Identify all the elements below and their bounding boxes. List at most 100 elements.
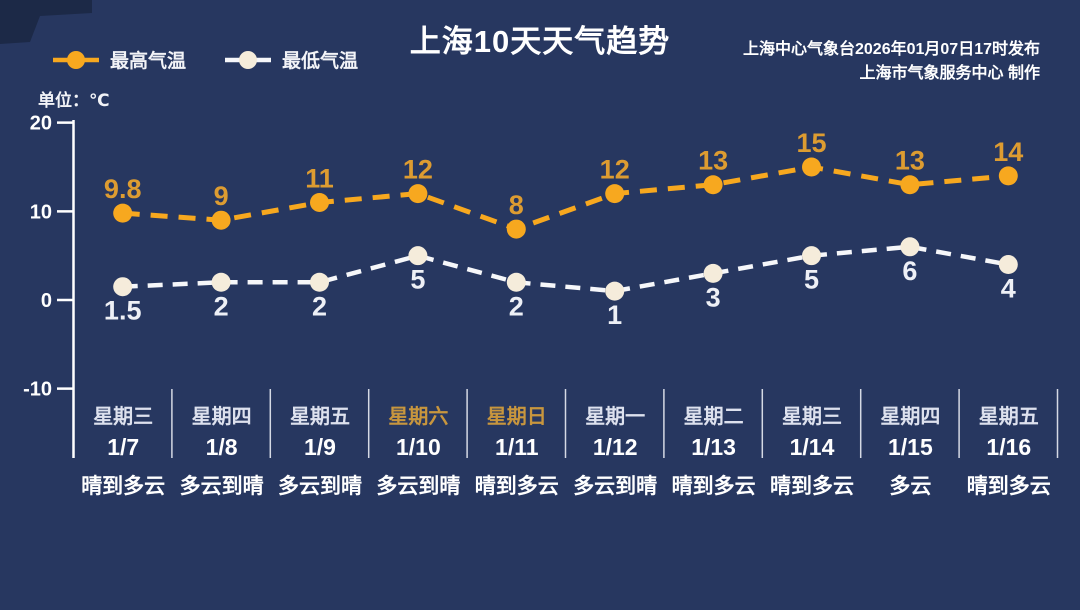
min-temp-point [113,277,133,297]
max-temp-point [506,219,526,239]
day-date: 1/14 [789,434,835,460]
min-temp-point [998,255,1018,275]
max-temp-value-label: 14 [993,137,1023,167]
min-temp-point [802,246,821,266]
min-temp-point [211,272,231,292]
day-weather: 晴到多云 [966,475,1051,498]
day-weather: 晴到多云 [474,475,559,498]
max-temp-marker-icon [53,50,99,69]
max-temp-point [802,157,821,177]
day-weather: 多云到晴 [573,475,658,498]
min-temp-value-label: 2 [509,291,524,321]
min-temp-value-label: 5 [804,265,819,295]
legend: 最高气温 最低气温 [52,46,358,73]
day-name: 星期六 [388,406,449,428]
min-temp-value-label: 4 [1001,274,1016,304]
day-name: 星期五 [978,406,1039,428]
day-name: 星期三 [781,406,842,428]
day-weather: 晴到多云 [769,475,854,498]
max-temp-point [703,175,723,195]
legend-label-max: 最高气温 [110,51,187,72]
max-temp-value-label: 13 [895,146,925,176]
min-temp-value-label: 2 [312,291,327,321]
day-name: 星期四 [880,406,941,428]
y-axis-tick-label: -10 [23,379,52,401]
day-name: 星期四 [191,406,252,428]
day-name: 星期三 [93,406,154,428]
legend-label-min: 最低气温 [282,51,359,72]
min-temp-marker-icon [225,50,272,69]
day-column-1-12: 星期一 1/12 多云到晴 [566,398,664,500]
min-temp-point [703,263,723,283]
day-weather: 多云到晴 [179,475,264,498]
max-temp-value-label: 9.8 [104,174,142,204]
day-weather: 多云 [889,475,932,498]
days-row: 星期三 1/7 晴到多云 星期四 1/8 多云到晴 星期五 1/9 多云到晴 星期六 1/10 多云到… [74,398,1058,500]
day-date: 1/11 [495,434,539,460]
day-date: 1/16 [986,434,1032,460]
min-temp-value-label: 6 [902,256,917,286]
min-temp-point [310,272,329,292]
legend-item-max: 最高气温 [52,46,186,73]
day-column-1-9: 星期五 1/9 多云到晴 [271,398,369,500]
day-column-1-16: 星期五 1/16 晴到多云 [960,398,1058,500]
max-temp-value-label: 13 [698,146,728,176]
max-temp-point [408,184,428,204]
legend-item-min: 最低气温 [224,46,358,73]
corner-artifact-shape [0,0,92,44]
day-column-1-7: 星期三 1/7 晴到多云 [74,398,172,500]
day-column-1-11: 星期日 1/11 晴到多云 [468,398,566,500]
day-name: 星期五 [289,406,350,428]
day-name: 星期二 [683,406,744,428]
max-temp-value-label: 12 [600,155,630,185]
corner-artifact [0,0,92,44]
source-block: 上海中心气象台2026年01月07日17时发布 上海市气象服务中心 制作 [743,38,1040,86]
min-temp-value-label: 2 [214,291,229,321]
day-column-1-13: 星期二 1/13 晴到多云 [664,398,762,500]
day-column-1-15: 星期四 1/15 多云 [861,398,959,500]
day-date: 1/9 [304,434,336,460]
source-line-1: 上海中心气象台2026年01月07日17时发布 [743,41,1040,58]
max-temp-point [211,210,231,230]
max-temp-value-label: 9 [214,181,229,211]
day-date: 1/12 [592,434,638,460]
day-date: 1/8 [205,434,238,460]
day-column-1-8: 星期四 1/8 多云到晴 [172,398,270,500]
min-temp-value-label: 5 [410,265,425,295]
day-weather: 晴到多云 [81,475,166,498]
max-temp-point [605,184,625,204]
min-temp-point [900,237,920,257]
max-temp-value-label: 11 [305,163,334,193]
day-weather: 多云到晴 [376,475,461,498]
source-line-2: 上海市气象服务中心 制作 [859,65,1040,82]
day-column-1-14: 星期三 1/14 晴到多云 [763,398,861,500]
min-temp-line [122,244,1009,294]
day-weather: 晴到多云 [671,475,756,498]
min-temp-value-label: 1.5 [104,296,142,326]
min-temp-point [506,272,526,292]
y-axis-tick-label: 0 [41,290,52,312]
min-temp-value-label: 1 [607,300,622,330]
max-temp-value-label: 8 [509,190,524,220]
max-temp-point [113,203,133,223]
y-axis-tick-label: 20 [30,113,52,135]
min-temp-value-label: 3 [706,282,721,312]
page-title: 上海10天天气趋势 [409,24,671,59]
day-name: 星期日 [486,406,547,428]
max-temp-value-label: 12 [403,155,433,185]
day-column-1-10: 星期六 1/10 多云到晴 [369,398,467,500]
day-weather: 多云到晴 [277,475,362,498]
max-temp-value-label: 15 [796,128,826,158]
max-temp-point [998,166,1018,186]
day-date: 1/13 [691,434,736,460]
min-temp-point [408,246,428,266]
unit-label: 单位：℃ [38,91,110,110]
day-date: 1/10 [396,434,441,460]
day-date: 1/7 [107,434,140,460]
max-temp-point [900,175,920,195]
max-temp-point [310,192,329,212]
day-name: 星期一 [585,406,646,428]
max-temp-line [122,164,1009,232]
